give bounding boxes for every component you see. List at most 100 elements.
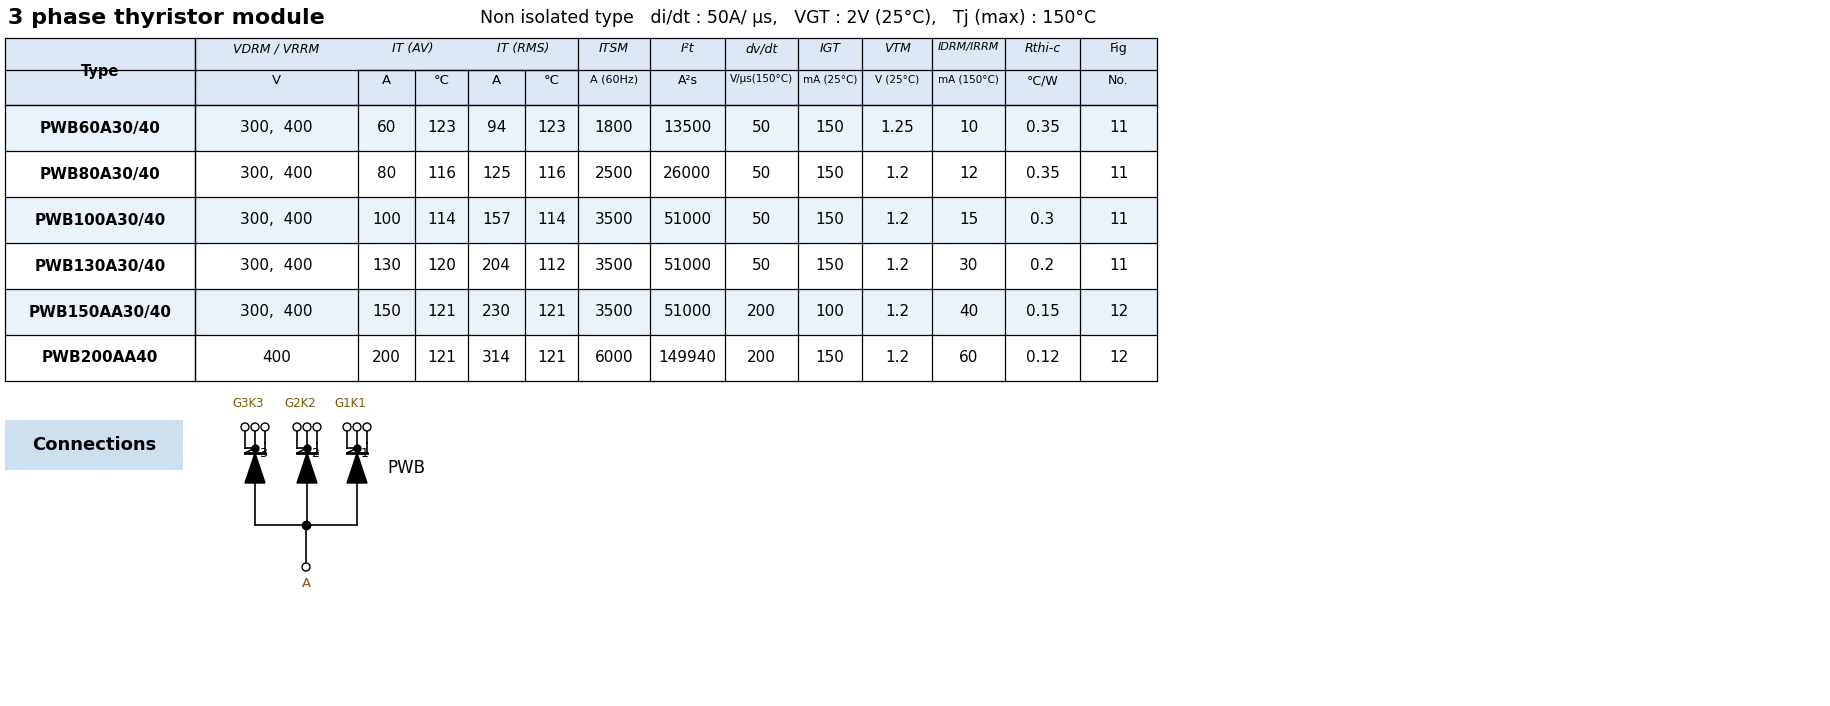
Text: 13500: 13500: [662, 121, 712, 136]
Circle shape: [251, 423, 260, 431]
Text: 11: 11: [1109, 167, 1127, 181]
Text: A: A: [382, 74, 392, 87]
Text: PWB80A30/40: PWB80A30/40: [40, 167, 161, 181]
Text: A (60Hz): A (60Hz): [589, 74, 639, 84]
Text: 3500: 3500: [595, 258, 633, 273]
Text: 300,  400: 300, 400: [240, 258, 313, 273]
Text: 1.2: 1.2: [886, 350, 910, 366]
Text: Rthi-c: Rthi-c: [1025, 42, 1061, 55]
Bar: [5, 289, 1157, 335]
Text: PWB200AA40: PWB200AA40: [42, 350, 157, 366]
Text: V (25°C): V (25°C): [875, 74, 919, 84]
Text: 114: 114: [536, 213, 565, 227]
Text: 1.2: 1.2: [886, 304, 910, 320]
Text: Connections: Connections: [31, 436, 156, 454]
Circle shape: [362, 423, 371, 431]
Text: Type: Type: [81, 64, 119, 79]
Text: 51000: 51000: [664, 304, 712, 320]
Text: IGT: IGT: [820, 42, 840, 55]
Polygon shape: [348, 453, 368, 483]
Text: 11: 11: [1109, 258, 1127, 273]
Text: 3 phase thyristor module: 3 phase thyristor module: [7, 8, 324, 28]
Text: 3: 3: [260, 447, 267, 460]
Text: 123: 123: [536, 121, 565, 136]
Text: 0.35: 0.35: [1025, 167, 1060, 181]
Text: 121: 121: [426, 304, 456, 320]
Text: 40: 40: [959, 304, 977, 320]
Text: 121: 121: [536, 350, 565, 366]
Text: 300,  400: 300, 400: [240, 213, 313, 227]
Text: 1.2: 1.2: [886, 213, 910, 227]
Circle shape: [302, 563, 309, 571]
Circle shape: [242, 423, 249, 431]
Text: 149940: 149940: [659, 350, 717, 366]
Text: 114: 114: [426, 213, 456, 227]
Text: PWB: PWB: [386, 459, 425, 477]
Text: 150: 150: [816, 258, 844, 273]
Text: 300,  400: 300, 400: [240, 167, 313, 181]
Text: 12: 12: [959, 167, 977, 181]
Text: VDRM / VRRM: VDRM / VRRM: [234, 42, 320, 55]
Text: 0.15: 0.15: [1025, 304, 1060, 320]
Text: 1: 1: [361, 447, 370, 460]
Text: 2: 2: [311, 447, 318, 460]
Text: 300,  400: 300, 400: [240, 304, 313, 320]
Text: IDRM/IRRM: IDRM/IRRM: [937, 42, 999, 52]
Text: 300,  400: 300, 400: [240, 121, 313, 136]
Text: 121: 121: [426, 350, 456, 366]
Text: 1.2: 1.2: [886, 167, 910, 181]
Text: 150: 150: [371, 304, 401, 320]
Text: 50: 50: [752, 121, 770, 136]
Text: 2500: 2500: [595, 167, 633, 181]
Text: 50: 50: [752, 167, 770, 181]
Text: 125: 125: [481, 167, 511, 181]
Text: 200: 200: [747, 350, 776, 366]
Text: V: V: [273, 74, 282, 87]
Text: 11: 11: [1109, 213, 1127, 227]
Text: 230: 230: [481, 304, 511, 320]
Text: 157: 157: [481, 213, 511, 227]
Text: PWB130A30/40: PWB130A30/40: [35, 258, 167, 273]
Text: 1800: 1800: [595, 121, 633, 136]
Bar: [5, 105, 1157, 151]
Text: 6000: 6000: [595, 350, 633, 366]
Text: A: A: [302, 577, 311, 590]
Text: G2K2: G2K2: [284, 397, 317, 410]
Text: 150: 150: [816, 121, 844, 136]
Bar: [5, 151, 1157, 197]
Text: A: A: [492, 74, 501, 87]
Text: 100: 100: [816, 304, 844, 320]
Circle shape: [262, 423, 269, 431]
Text: 112: 112: [536, 258, 565, 273]
Text: 15: 15: [959, 213, 977, 227]
Text: IT (RMS): IT (RMS): [496, 42, 549, 55]
Text: 50: 50: [752, 213, 770, 227]
Text: Non isolated type   di/dt : 50A/ μs,   VGT : 2V (25°C),   Tj (max) : 150°C: Non isolated type di/dt : 50A/ μs, VGT :…: [479, 9, 1096, 27]
Text: °C: °C: [434, 74, 450, 87]
Text: 130: 130: [371, 258, 401, 273]
Text: 123: 123: [426, 121, 456, 136]
Text: 0.35: 0.35: [1025, 121, 1060, 136]
Bar: [5, 335, 1157, 381]
Text: 204: 204: [481, 258, 511, 273]
Polygon shape: [296, 453, 317, 483]
Text: 51000: 51000: [664, 213, 712, 227]
Text: Fig: Fig: [1109, 42, 1127, 55]
Text: 50: 50: [752, 258, 770, 273]
Text: mA (25°C): mA (25°C): [803, 74, 856, 84]
Text: 11: 11: [1109, 121, 1127, 136]
Text: 200: 200: [371, 350, 401, 366]
Text: °C: °C: [544, 74, 560, 87]
Text: 400: 400: [262, 350, 291, 366]
Text: 80: 80: [377, 167, 395, 181]
Text: 0.3: 0.3: [1030, 213, 1054, 227]
Text: 12: 12: [1109, 304, 1127, 320]
Text: 314: 314: [481, 350, 511, 366]
Text: I²t: I²t: [681, 42, 694, 55]
Text: 120: 120: [426, 258, 456, 273]
Bar: [5, 38, 1157, 105]
Text: 12: 12: [1109, 350, 1127, 366]
Text: 3500: 3500: [595, 304, 633, 320]
Text: 150: 150: [816, 213, 844, 227]
Text: 150: 150: [816, 167, 844, 181]
